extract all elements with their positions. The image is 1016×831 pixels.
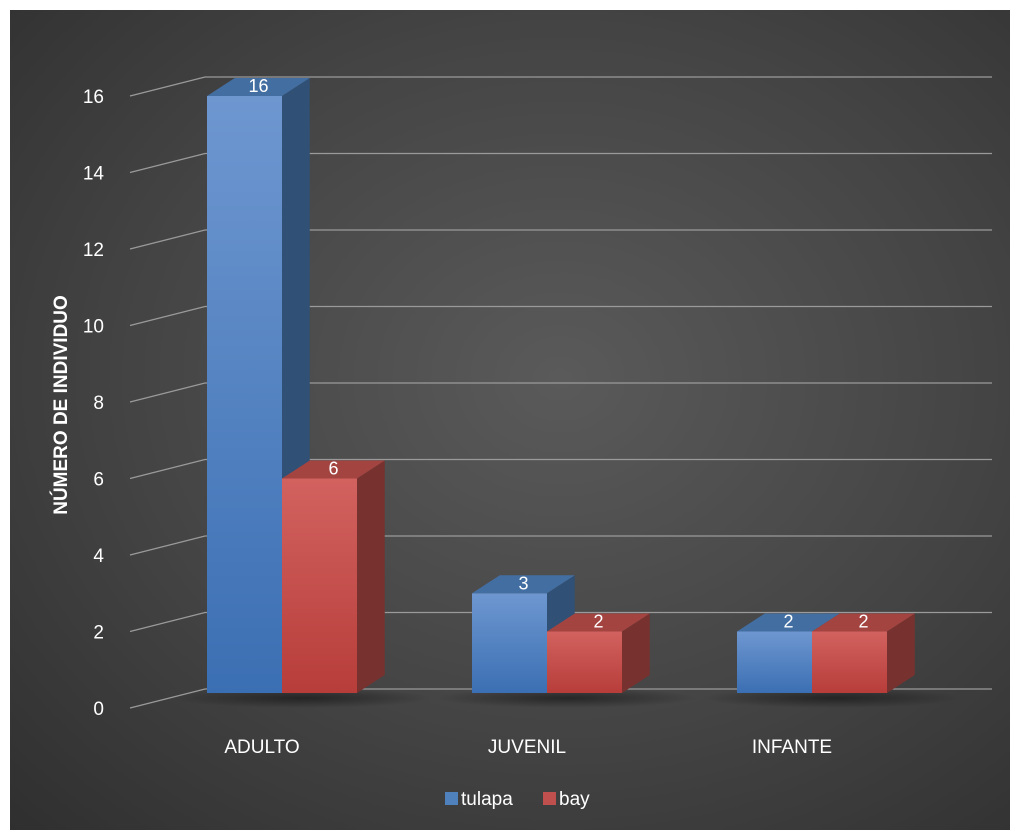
grid-lines [129, 76, 992, 709]
y-axis-ticks: 0 2 4 6 8 10 12 14 16 [83, 87, 105, 720]
bar-tulapa-top [737, 613, 840, 632]
gridline [129, 458, 992, 480]
bar-bay-top [547, 613, 650, 632]
gridline [129, 152, 992, 174]
gridline [129, 535, 992, 556]
y-tick-label: 0 [93, 699, 104, 720]
gridline [129, 76, 992, 97]
bar-bay-front [547, 631, 622, 693]
gridline [129, 688, 992, 709]
y-tick-label: 10 [83, 317, 104, 338]
bar-tulapa-front [737, 631, 812, 693]
y-tick-label: 14 [83, 164, 105, 185]
data-label: 3 [518, 573, 528, 593]
y-axis-label: NÚMERO DE INDIVIDUO [50, 295, 72, 515]
y-tick-label: 16 [83, 87, 104, 108]
y-tick-label: 8 [93, 393, 104, 414]
x-category-label: INFANTE [752, 737, 832, 758]
bar-bay-top [282, 460, 385, 479]
data-label: 2 [858, 612, 868, 632]
bar-tulapa-front [207, 96, 282, 693]
bar-tulapa-top [207, 78, 310, 96]
gridline [129, 382, 992, 403]
y-tick-label: 12 [83, 240, 104, 261]
legend-label: bay [559, 789, 590, 810]
bar-tulapa-top [472, 575, 575, 594]
legend-swatch [445, 792, 458, 805]
x-category-label: ADULTO [224, 737, 299, 758]
y-tick-label: 2 [93, 623, 104, 644]
data-label: 2 [593, 612, 603, 632]
y-tick-label: 4 [93, 546, 104, 567]
bar-bay-side [622, 613, 650, 693]
gridline [129, 305, 992, 327]
bar-tulapa-front [472, 593, 547, 693]
bar-bay-top [812, 613, 915, 632]
gridline [129, 229, 992, 250]
data-label: 2 [783, 612, 793, 632]
bar-bay-side [887, 613, 915, 693]
legend: tulapa bay [445, 789, 590, 810]
y-tick-label: 6 [93, 470, 104, 491]
legend-swatch [543, 792, 556, 805]
bar-bay-front [282, 478, 357, 693]
data-label: 16 [248, 76, 268, 96]
gridline [129, 611, 992, 633]
bar-bay-side [357, 460, 385, 693]
x-axis-categories: ADULTO JUVENIL INFANTE [224, 737, 832, 758]
data-labels: 16 6 3 2 2 2 [248, 76, 868, 632]
bar-bay-front [812, 631, 887, 693]
data-label: 6 [328, 459, 338, 479]
legend-label: tulapa [461, 789, 513, 810]
x-category-label: JUVENIL [488, 737, 566, 758]
bars [207, 78, 915, 693]
